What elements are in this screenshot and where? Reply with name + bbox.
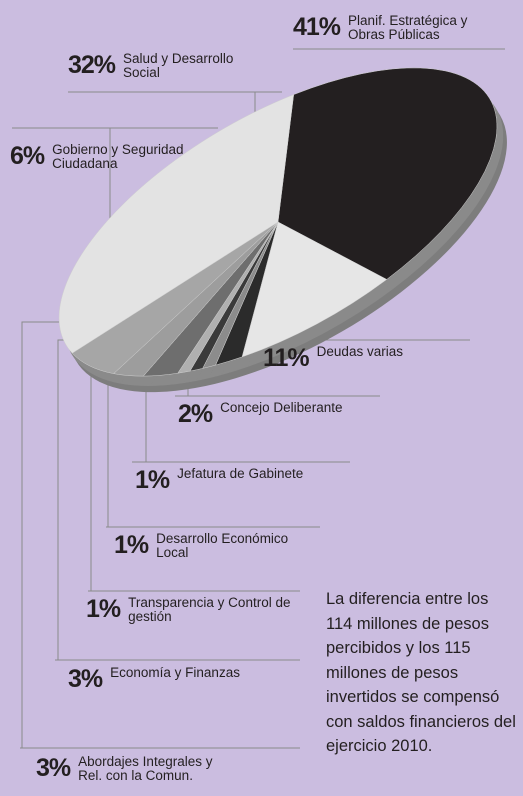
category-label: Desarrollo Económico Local: [156, 531, 289, 560]
category-label: Transparencia y Control de gestión: [128, 595, 291, 624]
category-label: Planif. Estratégica y Obras Públicas: [348, 13, 468, 42]
value-label: 1%: [135, 466, 170, 494]
pie: [58, 67, 507, 393]
slice-label: 6% Gobierno y Seguridad Ciudadana: [10, 143, 212, 171]
slice-label: 32% Salud y Desarrollo Social: [68, 52, 263, 80]
slice-label: 3% Economía y Finanzas: [68, 665, 270, 693]
category-label: Economía y Finanzas: [110, 665, 240, 680]
category-label: Salud y Desarrollo Social: [123, 51, 234, 80]
slice: [241, 221, 388, 358]
value-label: 6%: [10, 142, 45, 170]
value-label: 2%: [178, 400, 213, 428]
value-label: 3%: [36, 754, 71, 782]
slice: [58, 94, 294, 354]
value-label: 41%: [293, 13, 341, 41]
annotation: La diferencia entre los 114 millones de …: [326, 590, 516, 755]
slice-label: 2% Concejo Deliberante: [178, 400, 380, 428]
value-label: 3%: [68, 665, 103, 693]
slice-label: 1% Transparencia y Control de gestión: [86, 596, 298, 624]
slice-label: 41% Planif. Estratégica y Obras Públicas: [293, 14, 498, 42]
value-label: 11%: [263, 344, 310, 372]
value-label: 1%: [86, 595, 121, 623]
category-label: Jefatura de Gabinete: [177, 466, 304, 481]
category-label: Gobierno y Seguridad Ciudadana: [52, 142, 184, 171]
slice-label: 11% Deudas varias: [263, 344, 437, 372]
value-label: 32%: [68, 51, 116, 79]
category-label: Deudas varias: [316, 344, 403, 359]
category-label: Concejo Deliberante: [220, 400, 343, 415]
slice: [277, 67, 498, 280]
category-label: Abordajes Integrales y Rel. con la Comun…: [78, 754, 213, 783]
slice-label: 1% Jefatura de Gabinete: [135, 466, 337, 494]
value-label: 1%: [114, 531, 149, 559]
slice-label: 3% Abordajes Integrales y Rel. con la Com…: [36, 755, 228, 783]
slice-label: 1% Desarrollo Económico Local: [114, 532, 316, 560]
